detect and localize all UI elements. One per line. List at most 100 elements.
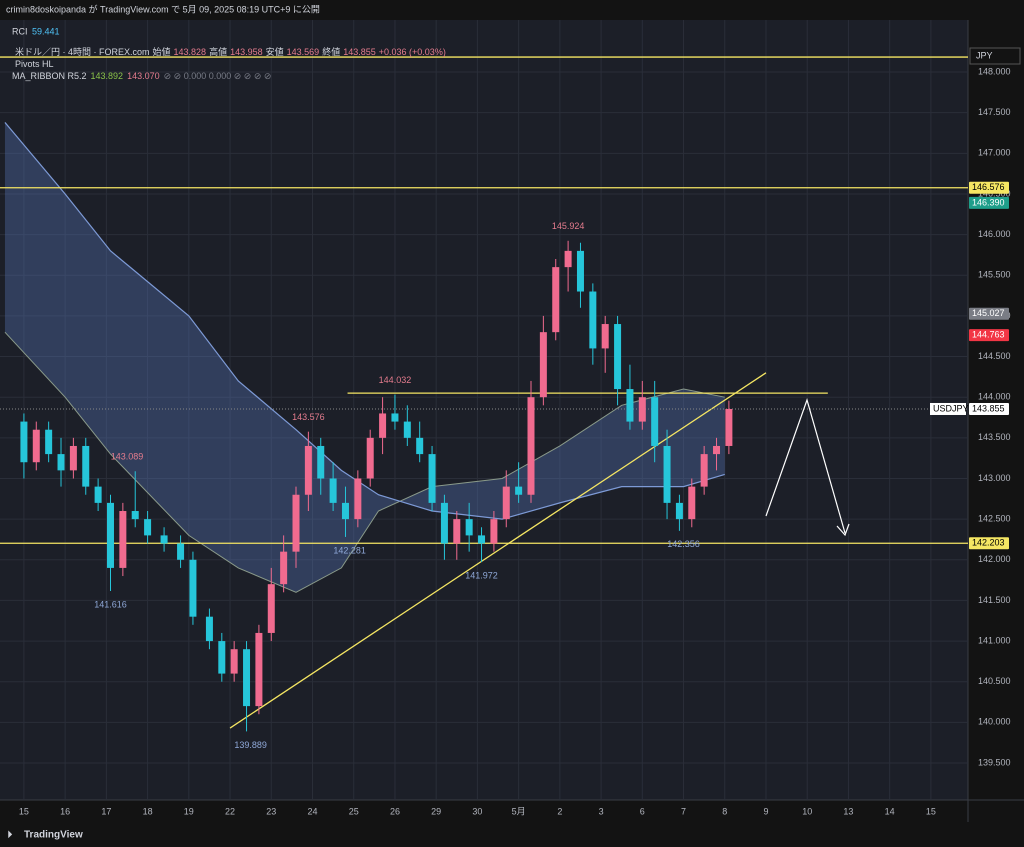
candle-body bbox=[713, 445, 721, 455]
x-tick-label: 8 bbox=[722, 806, 727, 816]
candle-body bbox=[403, 421, 411, 438]
price-tag-label: 143.855 bbox=[972, 403, 1005, 413]
candle-body bbox=[230, 649, 238, 674]
pivot-label: 142.281 bbox=[333, 545, 366, 555]
pivot-label: 142.356 bbox=[667, 539, 700, 549]
x-tick-label: 6 bbox=[640, 806, 645, 816]
candle-body bbox=[255, 632, 263, 707]
candle-body bbox=[317, 445, 325, 479]
candle-body bbox=[106, 502, 114, 568]
arrow-head bbox=[836, 523, 850, 537]
scenario-arrow bbox=[765, 398, 846, 534]
indicator-value: 59.441 bbox=[32, 26, 60, 36]
pivot-label: 139.889 bbox=[234, 740, 267, 750]
candle-body bbox=[189, 559, 197, 617]
pivot-label: 144.032 bbox=[379, 375, 412, 385]
legend-item: 米ドル／円 · 4時間 · FOREX.com bbox=[15, 46, 150, 57]
y-tick-label: 141.500 bbox=[978, 595, 1011, 605]
candle-body bbox=[428, 454, 436, 503]
trend-line bbox=[229, 372, 767, 729]
pivot-label: 141.616 bbox=[94, 599, 127, 609]
price-tag bbox=[969, 402, 1009, 415]
y-tick-label: 139.500 bbox=[978, 757, 1011, 767]
legend-row: MA_RIBBON R5.2 143.892 143.070 ⊘ ⊘ 0.000 0.… bbox=[12, 71, 271, 81]
pivot-label: 143.576 bbox=[292, 412, 325, 422]
x-tick-label: 2 bbox=[557, 806, 562, 816]
x-tick-label: 22 bbox=[225, 806, 235, 816]
legend-item: Pivots HL bbox=[15, 59, 54, 69]
y-tick-label: 147.500 bbox=[978, 107, 1011, 117]
legend-row: 米ドル／円 · 4時間 · FOREX.com 始値 143.828 高値 143.95… bbox=[15, 46, 446, 57]
candle-body bbox=[57, 454, 65, 471]
candle-body bbox=[453, 519, 461, 544]
candle-body bbox=[502, 486, 510, 520]
candle-body bbox=[45, 429, 53, 455]
y-tick-label: 143.500 bbox=[978, 432, 1011, 442]
candle-body bbox=[440, 502, 448, 544]
candle-body bbox=[243, 649, 251, 707]
price-tag bbox=[969, 329, 1009, 342]
candle-body bbox=[292, 494, 300, 552]
legend-row: Pivots HL bbox=[15, 59, 54, 69]
candle-body bbox=[601, 324, 609, 349]
legend-item: 高値 bbox=[209, 46, 227, 57]
legend-item: 143.892 bbox=[91, 71, 124, 81]
x-tick-label: 29 bbox=[431, 806, 441, 816]
candle-body bbox=[366, 437, 374, 479]
candle-body bbox=[354, 478, 362, 520]
candle-body bbox=[280, 551, 288, 585]
x-tick-label: 26 bbox=[390, 806, 400, 816]
candle-body bbox=[725, 408, 733, 446]
candle-body bbox=[82, 445, 90, 487]
x-tick-label: 15 bbox=[19, 806, 29, 816]
candle-body bbox=[341, 502, 349, 520]
y-tick-label: 145.500 bbox=[978, 270, 1011, 280]
candle-body bbox=[564, 250, 572, 268]
legend-item: +0.036 (+0.03%) bbox=[379, 47, 446, 57]
y-tick-label: 148.000 bbox=[978, 66, 1011, 76]
x-tick-label: 7 bbox=[681, 806, 686, 816]
x-tick-label: 10 bbox=[802, 806, 812, 816]
candle-body bbox=[218, 641, 226, 674]
candle-body bbox=[465, 519, 473, 536]
x-tick-label: 25 bbox=[349, 806, 359, 816]
indicator-name: RCI bbox=[12, 26, 28, 36]
candle-body bbox=[379, 413, 387, 438]
candle-body bbox=[539, 332, 547, 398]
legend-item: 143.569 bbox=[287, 47, 320, 57]
candle-body bbox=[69, 445, 77, 471]
pivot-label: 143.089 bbox=[111, 452, 144, 462]
candle-body bbox=[663, 445, 671, 503]
x-tick-label: 24 bbox=[307, 806, 317, 816]
legend-item: 143.958 bbox=[230, 47, 263, 57]
candle-body bbox=[20, 421, 28, 463]
pivot-label: 145.924 bbox=[552, 221, 585, 231]
candle-body bbox=[552, 267, 560, 333]
candle-body bbox=[478, 535, 486, 544]
candle-body bbox=[626, 389, 634, 422]
x-tick-label: 5月 bbox=[512, 806, 526, 816]
price-tag-label: 146.390 bbox=[972, 197, 1005, 207]
y-tick-label: 140.500 bbox=[978, 676, 1011, 686]
y-tick-label: 140.000 bbox=[978, 717, 1011, 727]
y-tick-label: 142.000 bbox=[978, 554, 1011, 564]
candle-body bbox=[527, 397, 535, 495]
legend-item: 143.070 bbox=[127, 71, 160, 81]
candle-body bbox=[391, 413, 399, 422]
x-tick-label: 23 bbox=[266, 806, 276, 816]
legend-item: 安値 bbox=[266, 46, 284, 57]
candle-body bbox=[131, 511, 139, 520]
x-tick-label: 19 bbox=[184, 806, 194, 816]
logo: 🞂 bbox=[8, 830, 13, 841]
legend-item: ⊘ ⊘ 0.000 0.000 ⊘ ⊘ ⊘ ⊘ bbox=[164, 71, 272, 81]
ribbon-area bbox=[4, 122, 725, 593]
candle-body bbox=[94, 486, 102, 503]
candle-body bbox=[32, 429, 40, 463]
y-tick-label: 141.000 bbox=[978, 635, 1011, 645]
price-tag-label: 144.763 bbox=[972, 330, 1005, 340]
price-tag-label: 145.027 bbox=[972, 308, 1005, 318]
x-tick-label: 13 bbox=[843, 806, 853, 816]
candle-body bbox=[515, 486, 523, 495]
legend-item: 終値 bbox=[322, 46, 340, 57]
